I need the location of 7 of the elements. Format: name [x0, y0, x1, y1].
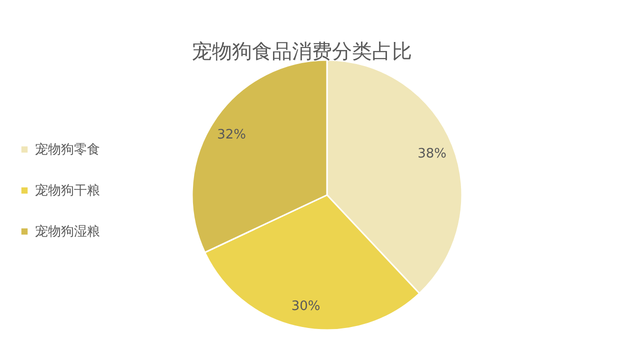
- data-label: 32%: [217, 127, 246, 142]
- data-label: 30%: [291, 299, 320, 314]
- legend-label: 宠物狗零食: [35, 142, 100, 158]
- legend-label: 宠物狗湿粮: [35, 224, 100, 240]
- data-label: 38%: [418, 146, 447, 162]
- chart-title: 宠物狗食品消费分类占比: [192, 39, 412, 63]
- legend-label: 宠物狗干粮: [35, 184, 100, 198]
